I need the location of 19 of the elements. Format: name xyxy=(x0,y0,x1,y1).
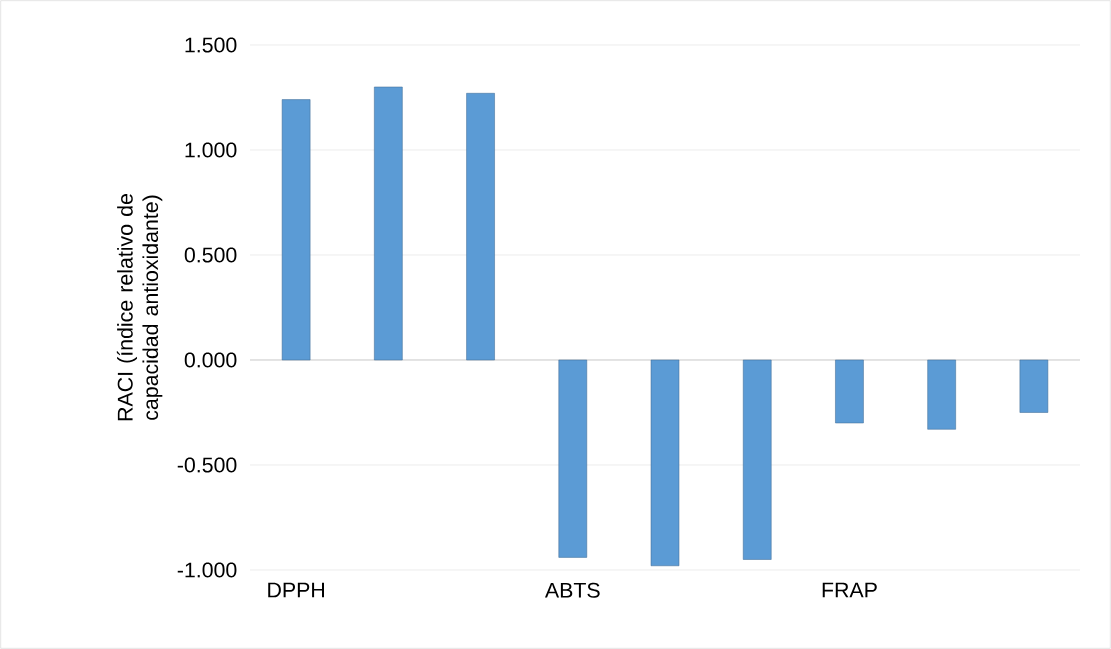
y-tick-label: -0.500 xyxy=(177,457,237,473)
bar xyxy=(835,359,864,424)
x-tick-label: FRAP xyxy=(822,582,877,598)
y-tick-label: -1.000 xyxy=(177,562,237,578)
y-axis-title: RACI (índice relativo de capacidad antioxidante) xyxy=(116,194,163,421)
bar xyxy=(281,99,311,361)
bar xyxy=(466,93,495,361)
y-tick-label: 0.000 xyxy=(184,352,237,368)
bar xyxy=(927,359,956,430)
bar xyxy=(742,359,772,560)
x-tick-label: DPPH xyxy=(268,582,324,598)
bar xyxy=(558,359,588,558)
y-tick-label: 1.000 xyxy=(185,142,237,158)
bar xyxy=(650,359,680,567)
bar xyxy=(374,86,403,361)
y-tick-label: 1.500 xyxy=(185,37,237,53)
bar xyxy=(1019,359,1049,413)
x-tick-label: ABTS xyxy=(544,582,600,598)
y-tick-label: 0.500 xyxy=(184,247,237,263)
